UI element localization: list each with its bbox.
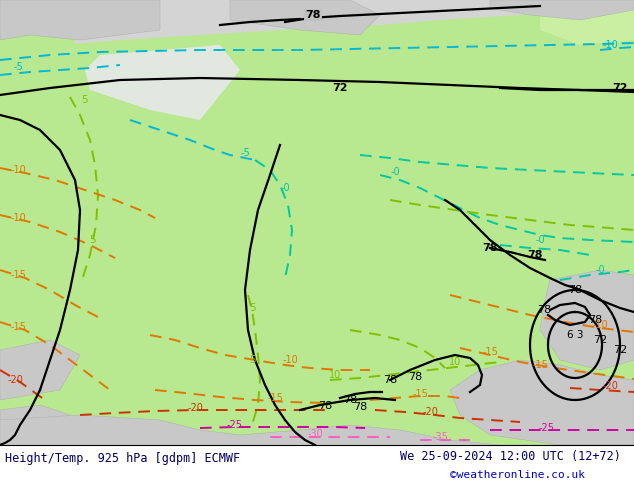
Text: ©weatheronline.co.uk: ©weatheronline.co.uk	[450, 470, 585, 480]
Text: -10: -10	[10, 165, 26, 175]
Polygon shape	[230, 0, 380, 35]
Polygon shape	[0, 405, 80, 445]
Text: -0: -0	[280, 183, 290, 193]
Text: 10: 10	[449, 357, 461, 367]
Text: 78: 78	[305, 10, 321, 20]
Text: -30: -30	[307, 429, 323, 439]
Text: -10: -10	[602, 40, 618, 50]
Text: We 25-09-2024 12:00 UTC (12+72): We 25-09-2024 12:00 UTC (12+72)	[400, 449, 621, 463]
Text: 78: 78	[588, 315, 602, 325]
Text: -0: -0	[535, 235, 545, 245]
Text: 5: 5	[249, 303, 256, 313]
Text: -0: -0	[390, 167, 400, 177]
Text: -25: -25	[539, 423, 555, 433]
Text: -5: -5	[240, 148, 250, 158]
Text: -15: -15	[532, 360, 548, 370]
Polygon shape	[540, 270, 634, 370]
Text: 78: 78	[537, 305, 551, 315]
Text: -15: -15	[10, 322, 26, 332]
Text: -10: -10	[592, 320, 608, 330]
Text: -10: -10	[10, 213, 26, 223]
Text: -0: -0	[595, 265, 605, 275]
Text: 78: 78	[482, 243, 498, 253]
Text: Height/Temp. 925 hPa [gdpm] ECMWF: Height/Temp. 925 hPa [gdpm] ECMWF	[5, 451, 240, 465]
Text: 5: 5	[82, 95, 88, 105]
Text: 78: 78	[568, 285, 582, 295]
Text: -20: -20	[602, 381, 618, 391]
Text: -15: -15	[10, 270, 26, 280]
Polygon shape	[85, 45, 240, 120]
Text: 78: 78	[343, 395, 357, 405]
Text: 72: 72	[332, 83, 348, 93]
Text: -20: -20	[187, 403, 203, 413]
Text: -20: -20	[7, 375, 23, 385]
Text: 78: 78	[383, 375, 397, 385]
Text: 78: 78	[318, 401, 332, 411]
Polygon shape	[0, 340, 80, 400]
Polygon shape	[0, 8, 634, 445]
Polygon shape	[450, 360, 634, 445]
Polygon shape	[0, 415, 634, 490]
Text: -10: -10	[282, 355, 298, 365]
Text: 72: 72	[612, 83, 628, 93]
Text: -15: -15	[482, 347, 498, 357]
Text: 10: 10	[329, 370, 341, 380]
Text: 72: 72	[593, 335, 607, 345]
Polygon shape	[540, 0, 634, 45]
Bar	[0, 445, 634, 490]
Polygon shape	[0, 0, 160, 40]
Text: 6 3: 6 3	[567, 330, 583, 340]
Text: 78: 78	[527, 250, 543, 260]
Polygon shape	[0, 25, 80, 65]
Text: 78: 78	[408, 372, 422, 382]
Text: 72: 72	[613, 345, 627, 355]
Text: 5: 5	[89, 235, 96, 245]
Text: -25: -25	[227, 420, 243, 430]
Text: 78: 78	[353, 402, 367, 412]
Text: -15: -15	[267, 393, 283, 403]
Text: -15: -15	[412, 389, 428, 399]
Text: -5: -5	[13, 62, 23, 72]
Text: -20: -20	[422, 407, 438, 417]
Text: -35: -35	[432, 432, 448, 442]
Text: 5: 5	[250, 355, 256, 365]
Polygon shape	[490, 0, 634, 20]
